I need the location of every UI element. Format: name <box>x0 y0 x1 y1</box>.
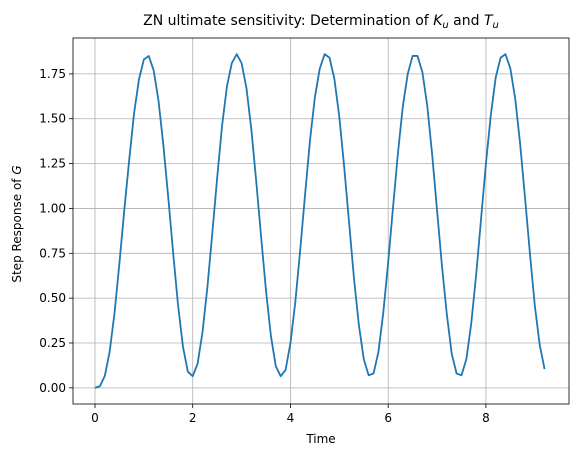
grid <box>73 38 569 404</box>
y-tick-label: 0.25 <box>39 336 66 350</box>
y-ticks: 0.00 0.25 0.50 0.75 1.00 1.25 1.50 1.75 <box>39 67 73 395</box>
x-ticks: 0 2 4 6 8 <box>91 404 490 425</box>
y-axis-label: Step Response of G <box>10 165 24 282</box>
y-tick-label: 1.50 <box>39 112 66 126</box>
y-tick-label: 1.25 <box>39 157 66 171</box>
y-label-prefix: Step Response of <box>10 175 24 283</box>
title-and: and <box>449 13 484 29</box>
y-tick-label: 0.75 <box>39 246 66 260</box>
title-t-symbol: T <box>484 13 494 29</box>
title-k-subscript: u <box>442 20 448 31</box>
step-response-line <box>94 53 546 389</box>
y-tick-label: 0.00 <box>39 381 66 395</box>
y-tick-label: 1.75 <box>39 67 66 81</box>
x-tick-label: 6 <box>384 411 392 425</box>
plot-frame <box>72 37 570 405</box>
y-tick-label: 1.00 <box>39 201 66 215</box>
y-tick-label: 0.50 <box>39 291 66 305</box>
x-tick-label: 8 <box>482 411 490 425</box>
x-axis-label: Time <box>305 432 335 446</box>
title-k-symbol: K <box>433 13 444 29</box>
plot-line-group <box>94 53 546 389</box>
x-tick-label: 0 <box>91 411 99 425</box>
x-tick-label: 2 <box>189 411 197 425</box>
x-tick-label: 4 <box>287 411 295 425</box>
y-label-symbol: G <box>10 165 24 174</box>
title-prefix: ZN ultimate sensitivity: Determination o… <box>143 13 433 29</box>
chart-title: ZN ultimate sensitivity: Determination o… <box>143 13 499 31</box>
title-t-subscript: u <box>493 20 499 31</box>
